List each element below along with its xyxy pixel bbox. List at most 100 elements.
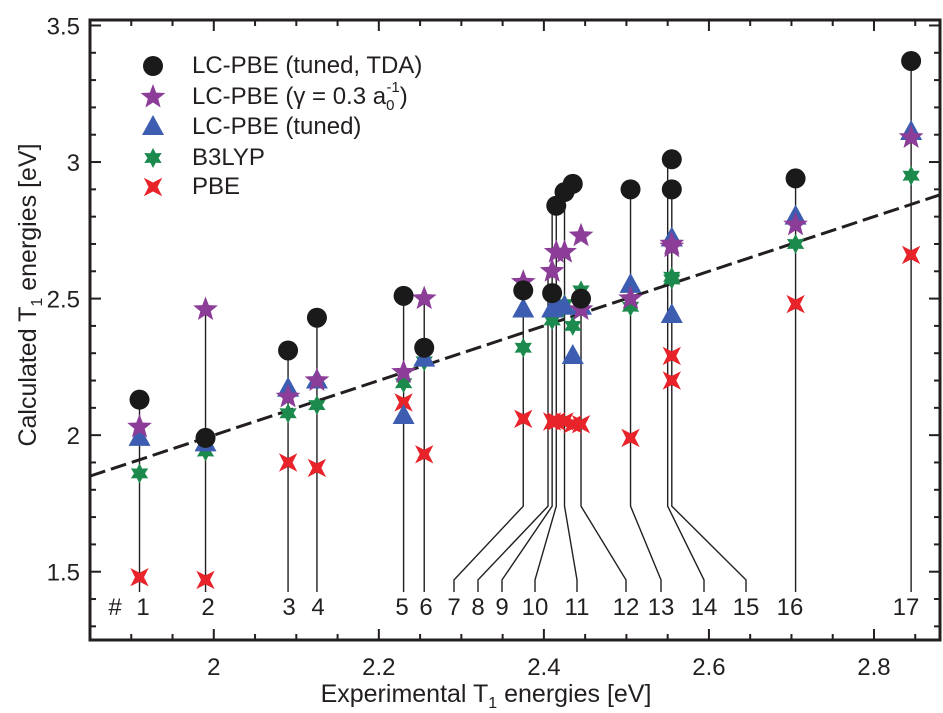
point-star5 — [898, 124, 924, 148]
point-star4 — [571, 415, 591, 434]
legend-symbol — [140, 84, 166, 108]
point-star5 — [127, 414, 152, 438]
point-star6 — [308, 395, 326, 416]
y-tick-label: 3.5 — [47, 13, 80, 40]
y-tick-label: 2 — [67, 423, 80, 450]
molecule-id-label: 5 — [395, 594, 408, 621]
molecule-id-label: 8 — [471, 594, 484, 621]
leader-line — [501, 205, 553, 592]
molecule-id-label: 2 — [201, 594, 214, 621]
point-star5 — [391, 359, 416, 383]
legend-item-pbe: PBE — [143, 173, 240, 200]
leader-line — [629, 189, 662, 592]
point-star6 — [196, 441, 215, 462]
molecule-id-label: 15 — [733, 594, 760, 621]
point-triangle — [619, 272, 642, 293]
fit-line — [89, 193, 941, 478]
legend-label: LC-PBE (tuned, TDA) — [192, 52, 422, 79]
legend-item-lc-pbe-tuned: LC-PBE (tuned) — [142, 113, 361, 140]
plot-frame — [88, 18, 942, 642]
legend-label: PBE — [192, 173, 240, 200]
point-star6 — [564, 315, 582, 336]
leader-line — [666, 159, 705, 592]
point-circle — [661, 149, 682, 170]
molecule-id-label: 4 — [311, 594, 324, 621]
marker-layer — [127, 50, 924, 590]
leader-line — [563, 183, 578, 592]
legend-label: LC-PBE (tuned) — [192, 113, 361, 140]
point-triangle — [553, 294, 576, 315]
fit-line-layer — [89, 193, 941, 478]
point-star5 — [193, 296, 218, 320]
molecule-id-label: 14 — [691, 594, 718, 621]
point-star4 — [901, 245, 921, 265]
point-star5 — [659, 231, 685, 255]
legend-symbol — [142, 115, 164, 135]
point-triangle — [128, 425, 151, 446]
point-star4 — [130, 568, 149, 587]
legend-item-lc-pbe-tuned-tda: LC-PBE (tuned, TDA) — [143, 52, 422, 79]
point-star4 — [514, 409, 533, 428]
point-circle — [306, 307, 327, 328]
molecule-id-label: 9 — [495, 594, 508, 621]
point-star6 — [543, 310, 561, 331]
point-circle — [393, 285, 414, 306]
point-star5 — [783, 211, 808, 236]
point-circle — [661, 179, 682, 200]
y-tick-label: 1.5 — [47, 560, 80, 587]
legend-marker-star6 — [144, 148, 162, 168]
y-axis-title: Calculated T1 energies [eV] — [14, 143, 46, 446]
point-star6 — [279, 403, 297, 424]
point-star4 — [278, 453, 298, 472]
drop-lines — [138, 60, 912, 592]
point-star5 — [539, 258, 565, 282]
legend-label: LC-PBE (γ = 0.3 a0-1) — [192, 79, 408, 114]
point-star6 — [786, 234, 805, 254]
point-star6 — [130, 463, 149, 484]
point-star5 — [304, 367, 330, 391]
point-circle — [562, 173, 583, 194]
legend-marker-star4 — [143, 177, 163, 197]
point-star6 — [902, 165, 920, 186]
x-axis-title: Experimental T1 energies [eV] — [321, 680, 652, 712]
y-tick-label: 2.5 — [47, 287, 80, 314]
leader-line — [477, 271, 549, 592]
legend-marker-star5 — [140, 84, 166, 108]
molecule-id-label: 3 — [282, 594, 295, 621]
x-tick-label: 2.6 — [692, 654, 725, 681]
molecule-id-label: 13 — [648, 594, 675, 621]
point-circle — [414, 337, 435, 358]
legend-label: B3LYP — [192, 144, 265, 171]
legend: LC-PBE (tuned, TDA) LC-PBE (γ = 0.3 a0-1… — [140, 52, 422, 200]
tick-layer: 2 2.2 2.4 2.6 2.8 1.5 2 2.5 3 3.5 — [47, 13, 940, 681]
point-triangle — [660, 302, 683, 323]
point-star4 — [662, 346, 681, 366]
point-circle — [901, 50, 922, 71]
point-star5 — [568, 222, 594, 247]
point-star4 — [394, 393, 413, 412]
legend-marker-circle — [143, 56, 163, 76]
point-star4 — [415, 445, 434, 464]
molecule-label-layer: #1 2 3 4 5 6 7 8 9 10 11 12 13 14 15 16 17 — [108, 594, 919, 621]
point-circle — [620, 179, 641, 200]
y-tick-label: 3 — [67, 150, 80, 177]
point-star6 — [394, 373, 413, 394]
leader-line — [534, 192, 557, 592]
leader-line — [671, 189, 747, 592]
point-star5 — [552, 239, 577, 263]
point-triangle — [392, 404, 415, 425]
point-circle — [513, 280, 534, 301]
point-circle — [785, 168, 806, 189]
point-star5 — [618, 285, 643, 310]
molecule-id-label: 10 — [522, 594, 549, 621]
point-circle — [278, 340, 299, 361]
molecule-id-label: 12 — [613, 594, 640, 621]
legend-marker-triangle — [142, 115, 164, 135]
point-star4 — [662, 371, 681, 390]
point-circle — [571, 288, 592, 309]
point-star5 — [275, 383, 301, 408]
point-circle — [129, 389, 150, 410]
x-tick-label: 2.8 — [857, 654, 890, 681]
x-tick-label: 2.2 — [362, 654, 395, 681]
